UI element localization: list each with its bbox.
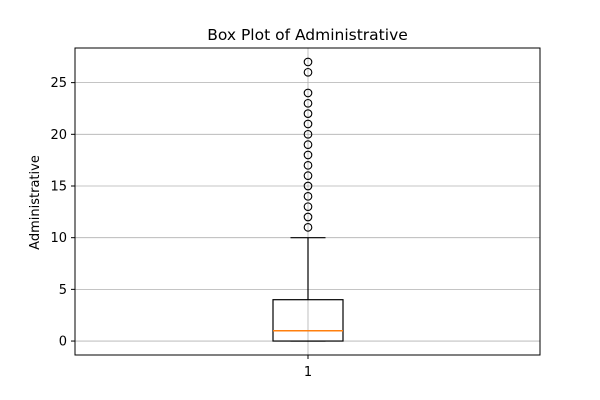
outlier-point xyxy=(303,119,313,129)
chart-title: Box Plot of Administrative xyxy=(207,26,408,44)
outlier-point xyxy=(303,202,313,212)
outlier-point xyxy=(303,181,313,191)
outlier-point xyxy=(303,171,313,181)
plot-content xyxy=(272,57,344,342)
axes: 0 5 10 15 20 25 1 xyxy=(50,76,312,380)
outlier-point xyxy=(303,150,313,160)
outlier-point xyxy=(303,88,313,98)
x-tick-label: 1 xyxy=(304,365,312,380)
outlier-point xyxy=(303,222,313,232)
plot-frame xyxy=(74,47,541,356)
y-axis-label: Administrative xyxy=(28,155,43,250)
outlier-point xyxy=(303,57,313,67)
grid-lines xyxy=(75,48,540,355)
y-tick-label: 20 xyxy=(50,128,67,143)
outlier-point xyxy=(303,129,313,139)
y-tick-label: 5 xyxy=(59,283,67,298)
outlier-point xyxy=(303,212,313,222)
outlier-point xyxy=(303,98,313,108)
outlier-point xyxy=(303,160,313,170)
y-tick-label: 10 xyxy=(50,231,67,246)
outlier-point xyxy=(303,140,313,149)
outlier-point xyxy=(303,191,313,201)
y-tick-label: 0 xyxy=(59,335,67,350)
y-tick-label: 25 xyxy=(50,76,67,91)
y-tick-label: 15 xyxy=(50,179,67,194)
outlier-point xyxy=(303,67,313,77)
outlier-point xyxy=(303,109,313,118)
interquartile-box xyxy=(272,299,344,342)
